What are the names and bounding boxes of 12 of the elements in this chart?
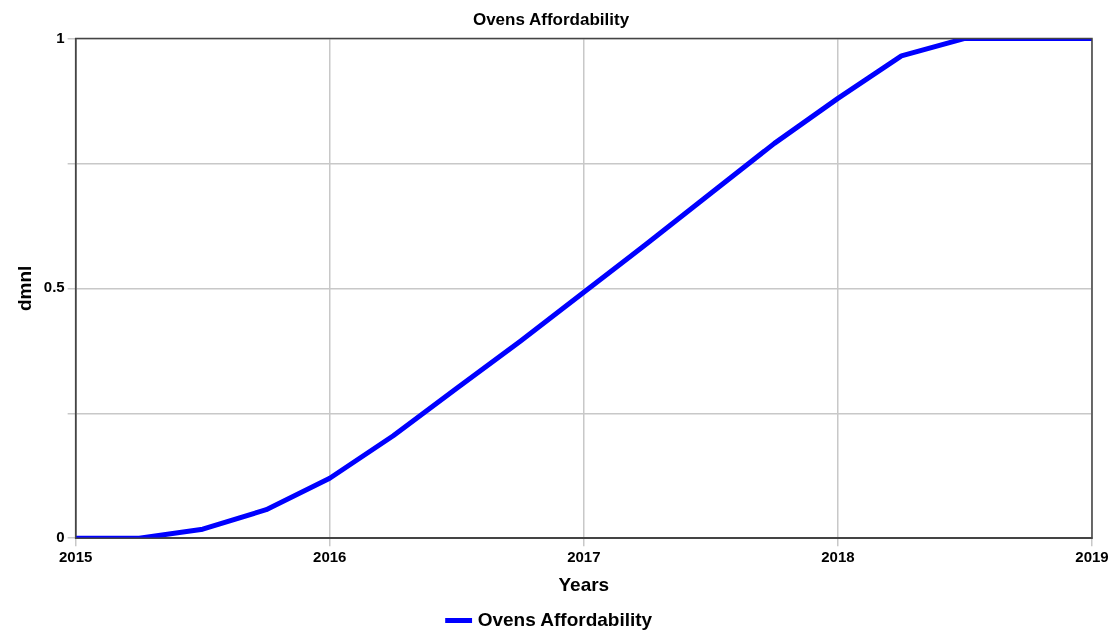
x-tick-label: 2017 <box>567 548 601 566</box>
y-tick-label: 0 <box>56 528 65 546</box>
x-axis-title: Years <box>558 573 610 595</box>
x-tick-label: 2016 <box>313 548 347 566</box>
y-tick-label: 0.5 <box>43 278 65 296</box>
y-axis-title: dmnl <box>13 265 35 311</box>
x-tick-label: 2015 <box>58 548 93 566</box>
legend-label: Ovens Affordability <box>477 608 653 630</box>
y-tick-label: 1 <box>56 28 65 46</box>
x-tick-label: 2019 <box>1075 548 1109 566</box>
x-tick-label: 2018 <box>821 548 855 566</box>
chart-title: Ovens Affordability <box>472 9 630 29</box>
